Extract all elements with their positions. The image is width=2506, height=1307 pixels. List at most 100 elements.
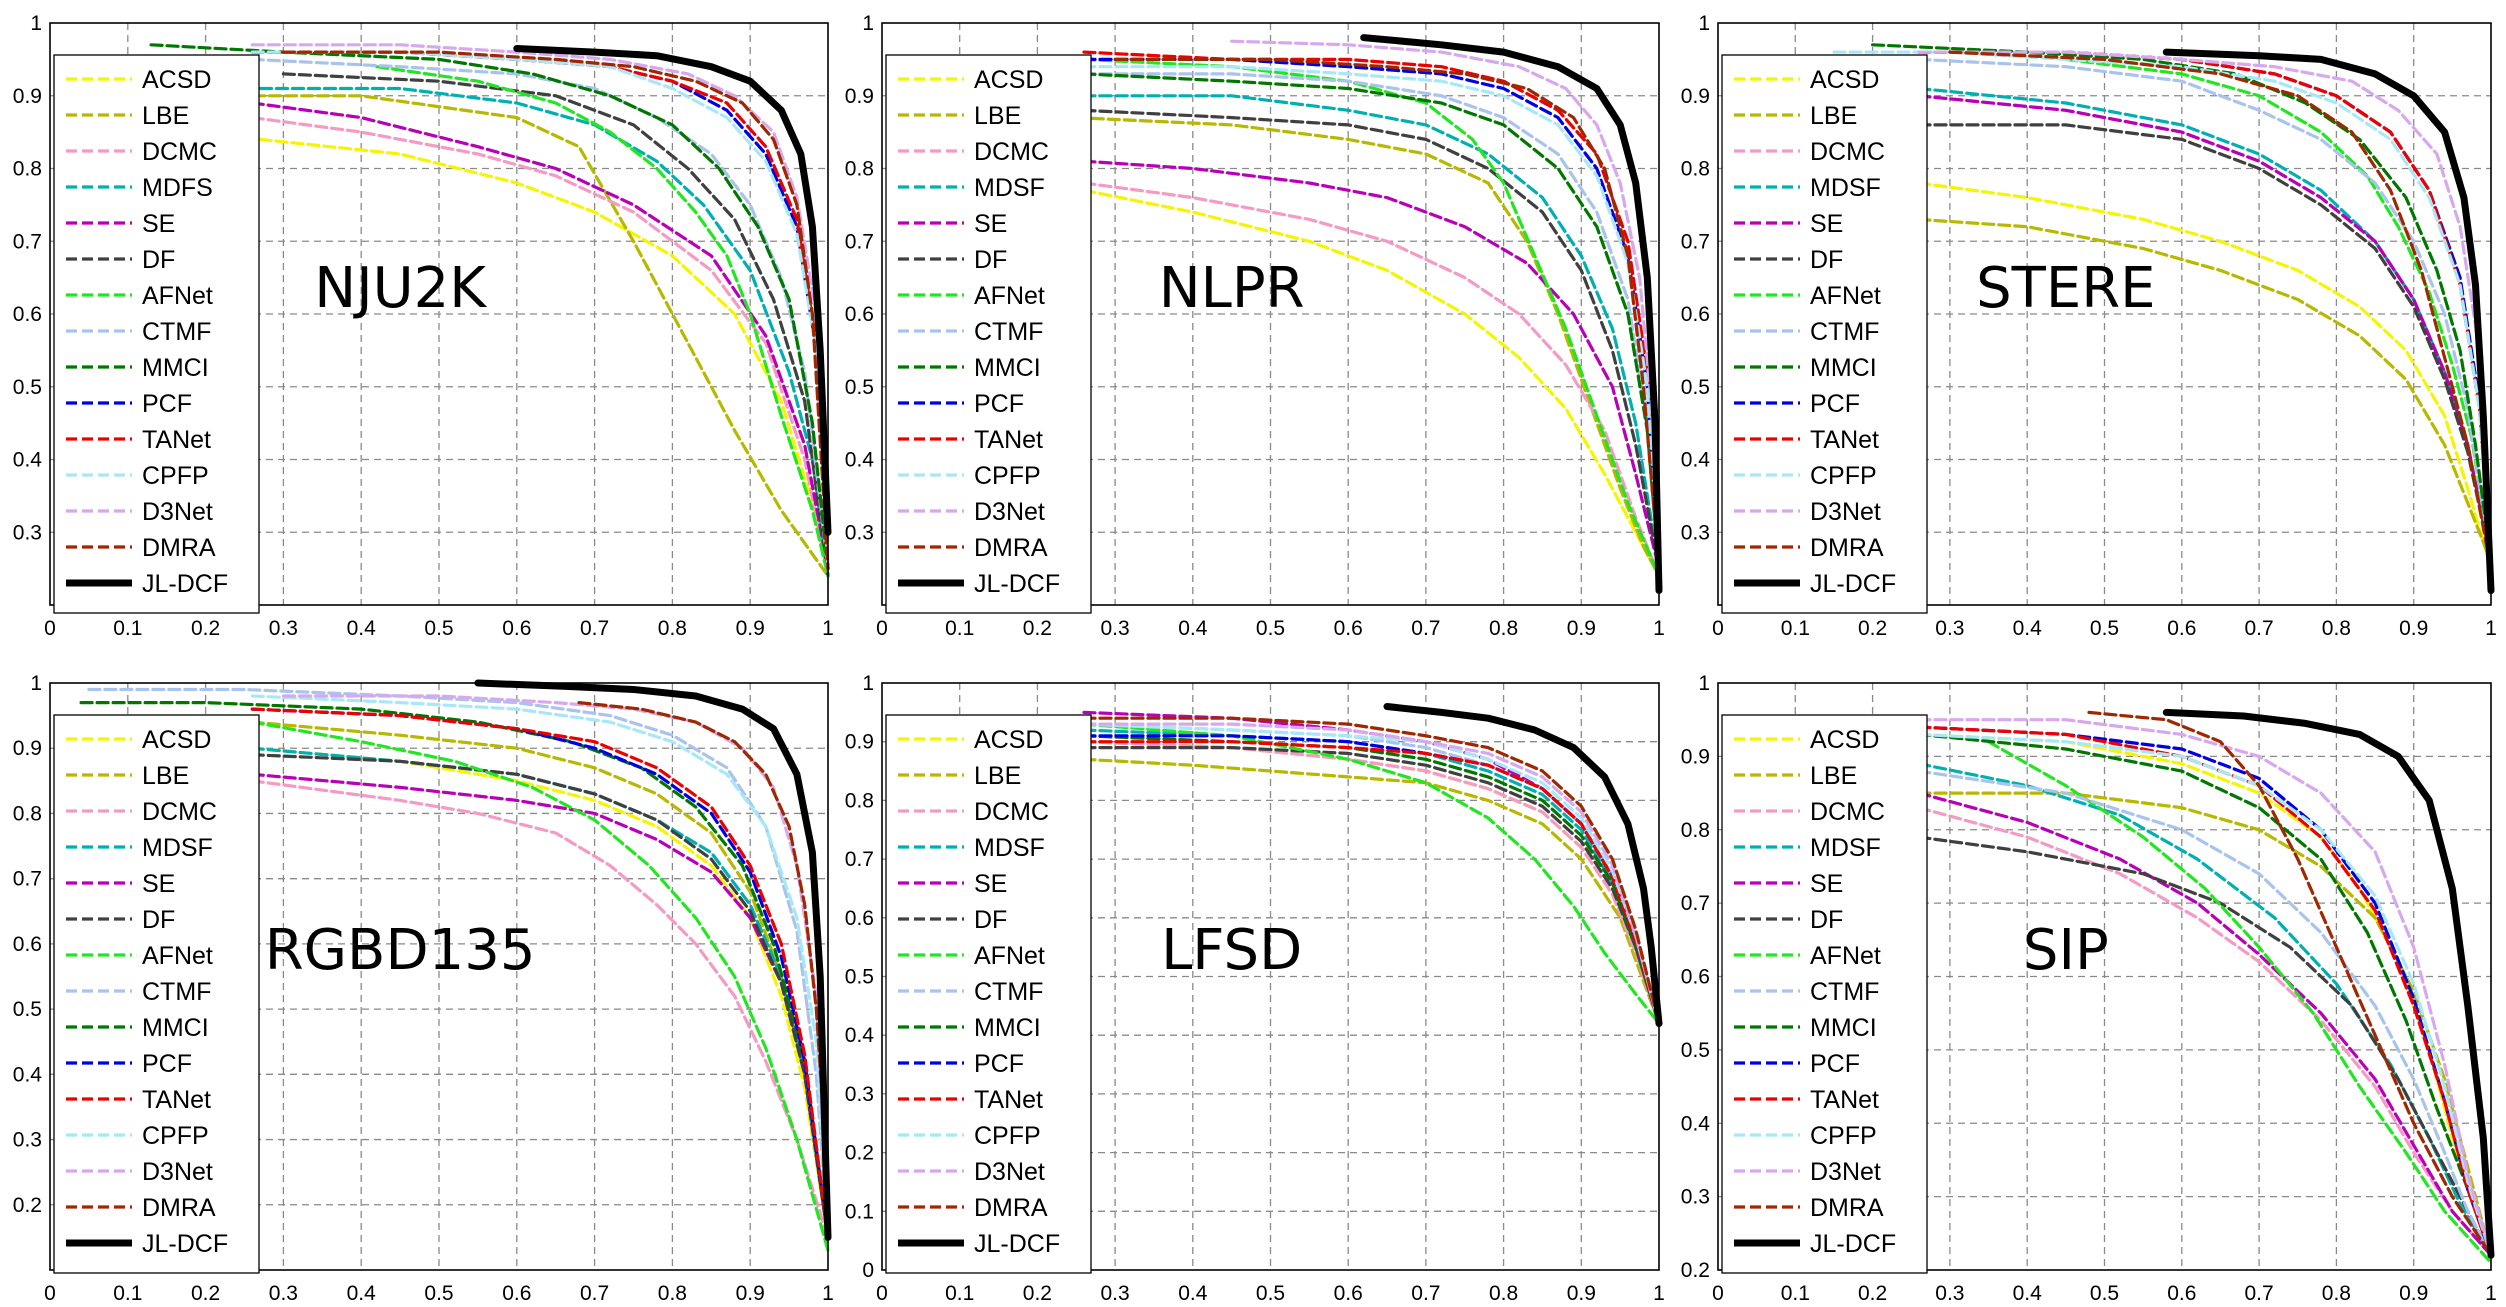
y-tick-label: 0.7 xyxy=(1681,230,1710,253)
legend-label-tanet: TANet xyxy=(974,1086,1043,1114)
legend-label-ctmf: CTMF xyxy=(142,318,211,346)
series-line-dcmc xyxy=(1917,806,2493,1257)
y-tick-label: 0.9 xyxy=(13,737,42,760)
y-tick-label: 0.7 xyxy=(13,230,42,253)
y-tick-label: 0.2 xyxy=(845,1142,874,1165)
legend-box xyxy=(1721,54,1928,614)
legend-box xyxy=(53,54,260,614)
legend-label-jl-dcf: JL-DCF xyxy=(142,1230,228,1258)
legend-label-ctmf: CTMF xyxy=(974,978,1043,1006)
series-line-jl-dcf xyxy=(2162,48,2495,594)
x-tick-label: 0.4 xyxy=(2013,617,2043,640)
legend-label-se: SE xyxy=(974,210,1007,238)
legend-label-d3net: D3Net xyxy=(1810,498,1881,526)
x-tick-label: 1 xyxy=(822,617,834,640)
legend-label-lbe: LBE xyxy=(1810,102,1857,130)
x-tick-label: 0.9 xyxy=(1567,617,1596,640)
x-tick-label: 0 xyxy=(44,1282,56,1305)
y-tick-label: 1 xyxy=(862,12,874,35)
legend-box xyxy=(885,54,1092,614)
x-tick-label: 0 xyxy=(44,617,56,640)
y-tick-label: 0.3 xyxy=(1681,521,1710,544)
y-tick-label: 0.6 xyxy=(13,933,42,956)
legend-label-dcmc: DCMC xyxy=(974,138,1049,166)
legend-label-d3net: D3Net xyxy=(974,1158,1045,1186)
legend-label-dmra: DMRA xyxy=(1810,1194,1884,1222)
series-line-d3net xyxy=(250,43,830,571)
x-tick-label: 0.6 xyxy=(502,1282,531,1305)
series-line-tanet xyxy=(1917,725,2493,1257)
y-tick-label: 0.4 xyxy=(845,1024,875,1047)
axes-frame xyxy=(881,22,1660,606)
legend-label-ctmf: CTMF xyxy=(1810,318,1879,346)
series-line-acsd xyxy=(258,137,830,578)
x-tick-label: 0.8 xyxy=(2322,1282,2351,1305)
y-tick-label: 0.8 xyxy=(845,789,874,812)
series-line-dcmc xyxy=(1082,740,1661,1026)
y-tick-label: 0.3 xyxy=(845,1083,874,1106)
y-tick-label: 0.7 xyxy=(13,868,42,891)
legend-label-mdsf: MDSF xyxy=(1810,834,1881,862)
legend-label-mmci: MMCI xyxy=(974,354,1041,382)
x-tick-label: 1 xyxy=(2485,1282,2497,1305)
x-tick-label: 0.5 xyxy=(2090,617,2119,640)
series-line-df xyxy=(1082,108,1661,571)
series-line-jl-dcf xyxy=(1383,703,1663,1027)
series-line-dmra xyxy=(1948,50,2493,571)
legend-label-mdsf: MDSF xyxy=(142,834,213,862)
series-line-dcmc xyxy=(250,779,830,1240)
series-line-d3net xyxy=(1230,39,1661,571)
x-tick-label: 0.6 xyxy=(1334,617,1363,640)
series-line-tanet xyxy=(1917,50,2493,564)
x-tick-label: 0.6 xyxy=(502,617,531,640)
series-line-dmra xyxy=(2087,710,2493,1257)
x-tick-label: 0.5 xyxy=(1256,617,1285,640)
legend-label-pcf: PCF xyxy=(1810,1050,1860,1078)
y-tick-label: 0.2 xyxy=(1681,1259,1710,1282)
x-tick-label: 0.4 xyxy=(1178,617,1208,640)
dataset-title: STERE xyxy=(1976,256,2155,321)
legend-label-lbe: LBE xyxy=(142,102,189,130)
x-tick-label: 1 xyxy=(2485,617,2497,640)
legend-label-cpfp: CPFP xyxy=(974,462,1041,490)
y-tick-label: 0.8 xyxy=(13,802,42,825)
y-tick-label: 0.6 xyxy=(1681,303,1710,326)
series-line-mdsf xyxy=(1917,762,2493,1257)
y-tick-label: 0.8 xyxy=(13,158,42,181)
y-tick-label: 1 xyxy=(862,672,874,695)
legend-label-acsd: ACSD xyxy=(974,726,1043,754)
panel-lfsd: 0 0.1 0.2 0.3 0.4 0.5 0.6 0.7 0.8 0.9 1 0 0.1 0.2 0.3 0… xyxy=(845,672,1665,1305)
x-tick-label: 0.7 xyxy=(2244,1282,2273,1305)
y-tick-label: 0 xyxy=(862,1259,874,1282)
x-tick-label: 0.4 xyxy=(347,1282,377,1305)
y-tick-label: 0.5 xyxy=(13,376,42,399)
series-line-jl-dcf xyxy=(1360,34,1663,594)
series-line-se xyxy=(1082,159,1661,571)
legend-label-tanet: TANet xyxy=(974,426,1043,454)
x-tick-label: 0.1 xyxy=(113,617,142,640)
series-line-dcmc xyxy=(250,115,830,578)
x-tick-label: 0.7 xyxy=(2244,617,2273,640)
series-line-ctmf xyxy=(1917,57,2493,564)
x-tick-label: 0.6 xyxy=(1334,1282,1363,1305)
legend-label-dmra: DMRA xyxy=(142,1194,216,1222)
x-tick-label: 1 xyxy=(1653,617,1665,640)
x-tick-label: 0.3 xyxy=(1935,1282,1964,1305)
x-tick-label: 0.8 xyxy=(1489,1282,1518,1305)
x-tick-label: 0.1 xyxy=(1781,1282,1810,1305)
legend-label-mdfs: MDFS xyxy=(142,174,213,202)
y-tick-label: 0.3 xyxy=(845,521,874,544)
legend-label-dmra: DMRA xyxy=(974,1194,1048,1222)
legend-label-se: SE xyxy=(974,870,1007,898)
series-line-lbe xyxy=(204,94,830,578)
legend-label-lbe: LBE xyxy=(142,762,189,790)
series-line-mmci xyxy=(1870,43,2493,564)
series-line-ctmf xyxy=(250,57,830,571)
series-line-d3net xyxy=(1917,718,2493,1257)
legend-label-tanet: TANet xyxy=(1810,1086,1879,1114)
legend-label-jl-dcf: JL-DCF xyxy=(974,1230,1060,1258)
x-tick-label: 0.5 xyxy=(2090,1282,2119,1305)
legend-label-mdsf: MDSF xyxy=(1810,174,1881,202)
legend-label-df: DF xyxy=(142,906,175,934)
y-tick-label: 0.5 xyxy=(1681,376,1710,399)
